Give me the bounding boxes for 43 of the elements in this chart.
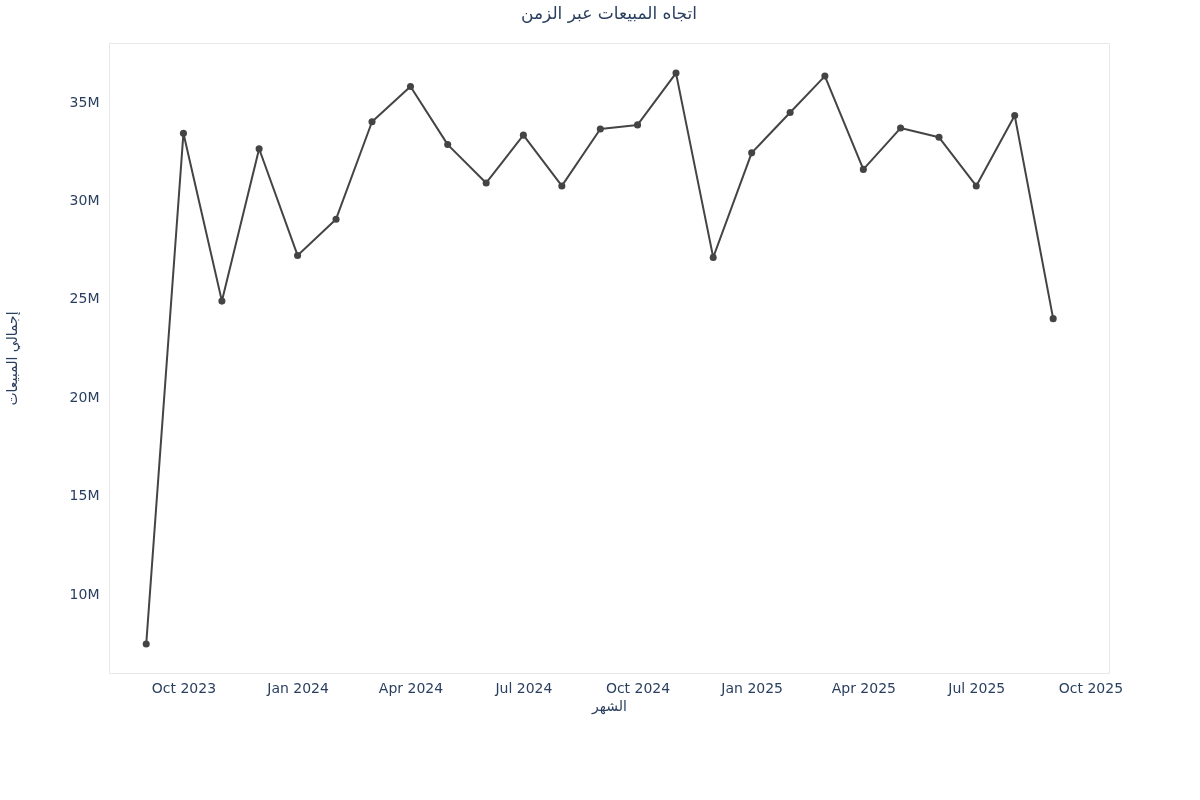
point — [332, 215, 340, 223]
point — [294, 251, 302, 259]
x-tick-label: Oct 2023 — [151, 679, 217, 696]
point — [482, 179, 490, 187]
point — [748, 149, 756, 157]
point — [368, 118, 376, 126]
point — [519, 131, 527, 139]
point — [142, 640, 150, 648]
x-tick-label: Jan 2024 — [266, 679, 329, 696]
point — [406, 82, 415, 91]
point — [255, 145, 263, 153]
point — [444, 141, 452, 149]
point — [596, 125, 604, 133]
y-tick-label: 35M — [69, 93, 100, 110]
point — [709, 253, 717, 261]
y-tick-label: 25M — [69, 290, 100, 307]
x-tick-label: Oct 2024 — [605, 679, 671, 696]
point — [972, 182, 980, 190]
x-tick-label: Apr 2025 — [831, 679, 896, 696]
y-tick-label: 15M — [69, 487, 100, 504]
x-tick-label: Oct 2025 — [1058, 679, 1124, 696]
point — [672, 69, 680, 77]
point — [1049, 315, 1057, 323]
point — [859, 165, 867, 173]
x-tick-label: Apr 2024 — [378, 679, 444, 696]
y-axis-title: إجمالي المبيعات — [3, 311, 21, 406]
point — [786, 108, 794, 117]
point — [179, 129, 187, 137]
y-tick-label: 30M — [69, 192, 100, 208]
chart-title: اتجاه المبيعات عبر الزمن — [520, 3, 698, 23]
x-tick-label: Jul 2024 — [494, 679, 553, 696]
point — [1011, 111, 1019, 119]
point — [897, 124, 905, 132]
x-tick-label: Jan 2025 — [720, 679, 784, 696]
point — [218, 297, 226, 305]
point — [821, 72, 829, 80]
y-tick-label: 10M — [69, 585, 100, 602]
point — [935, 133, 943, 141]
x-tick-label: Jul 2025 — [947, 679, 1006, 696]
point — [634, 121, 642, 129]
point — [558, 182, 566, 190]
y-tick-label: 20M — [69, 388, 100, 405]
x-axis-title: الشهر — [591, 697, 627, 715]
